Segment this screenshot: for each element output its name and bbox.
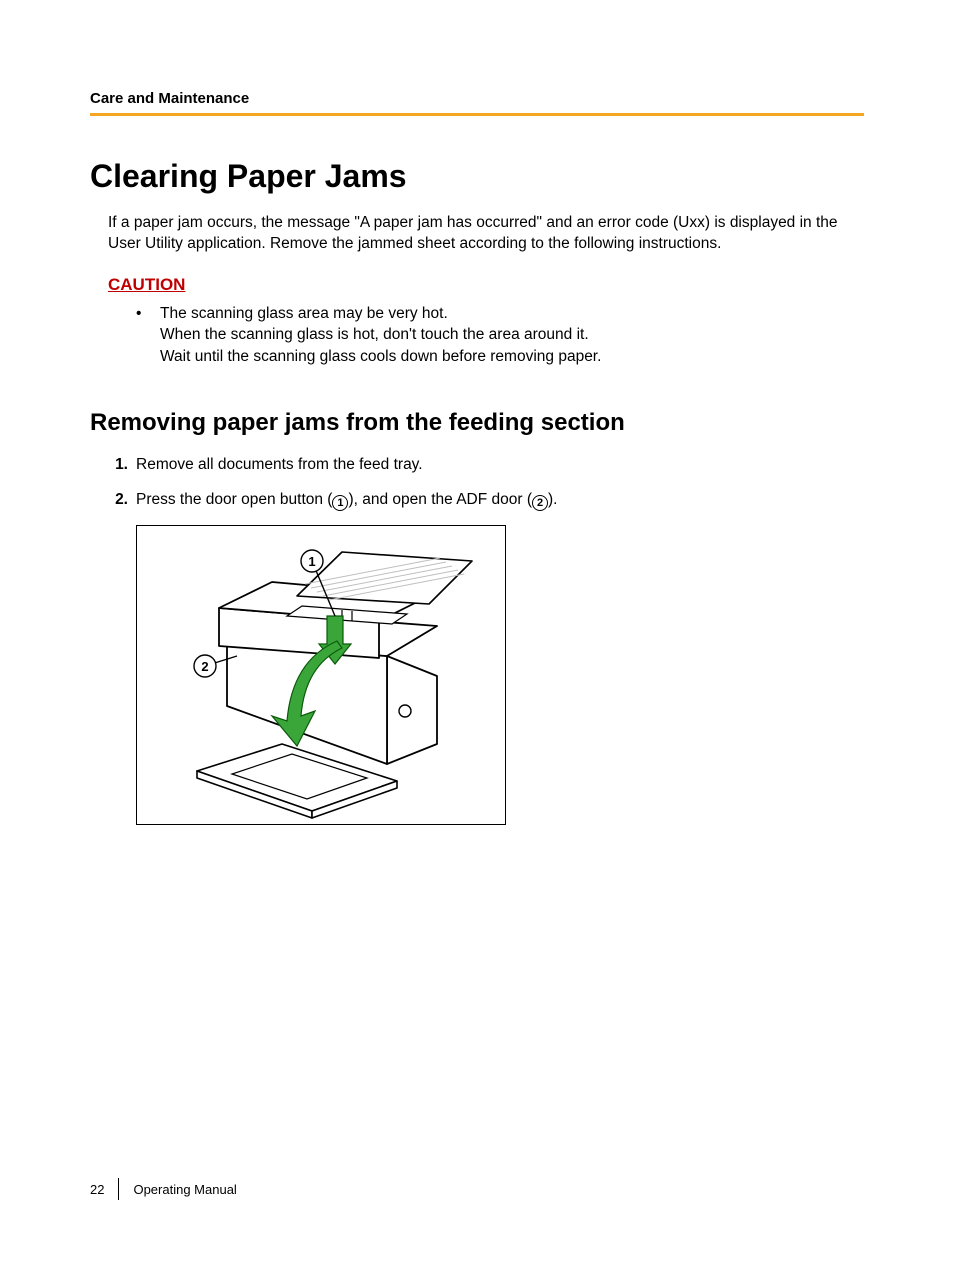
step-number: 1. bbox=[108, 455, 136, 476]
intro-paragraph: If a paper jam occurs, the message "A pa… bbox=[108, 213, 864, 255]
callout-ref-icon: 1 bbox=[332, 495, 348, 511]
doc-title: Operating Manual bbox=[133, 1182, 236, 1197]
step-number: 2. bbox=[108, 490, 136, 511]
page-footer: 22 Operating Manual bbox=[90, 1178, 237, 1200]
callout-ref-icon: 2 bbox=[532, 495, 548, 511]
manual-page: Care and Maintenance Clearing Paper Jams… bbox=[0, 0, 954, 1272]
section-subtitle: Removing paper jams from the feeding sec… bbox=[90, 409, 864, 437]
footer-separator bbox=[118, 1178, 119, 1200]
caution-line: Wait until the scanning glass cools down… bbox=[160, 346, 864, 367]
scanner-diagram: 1 2 bbox=[136, 525, 506, 825]
caution-body: • The scanning glass area may be very ho… bbox=[136, 303, 864, 367]
step-item: 2. Press the door open button (1), and o… bbox=[108, 490, 864, 511]
scanner-svg: 1 2 bbox=[137, 526, 507, 826]
step-text: Remove all documents from the feed tray. bbox=[136, 455, 864, 476]
page-title: Clearing Paper Jams bbox=[90, 158, 864, 195]
page-number: 22 bbox=[90, 1182, 118, 1197]
step-item: 1. Remove all documents from the feed tr… bbox=[108, 455, 864, 476]
header-rule bbox=[90, 113, 864, 116]
step-text: Press the door open button (1), and open… bbox=[136, 490, 864, 511]
caution-line: When the scanning glass is hot, don't to… bbox=[160, 324, 864, 345]
bullet-icon: • bbox=[136, 303, 160, 367]
steps-list: 1. Remove all documents from the feed tr… bbox=[108, 455, 864, 511]
caution-line: The scanning glass area may be very hot. bbox=[160, 303, 864, 324]
caution-label: CAUTION bbox=[108, 275, 864, 295]
callout-2-label: 2 bbox=[201, 659, 208, 674]
chapter-heading: Care and Maintenance bbox=[90, 90, 864, 107]
callout-1-label: 1 bbox=[308, 554, 315, 569]
